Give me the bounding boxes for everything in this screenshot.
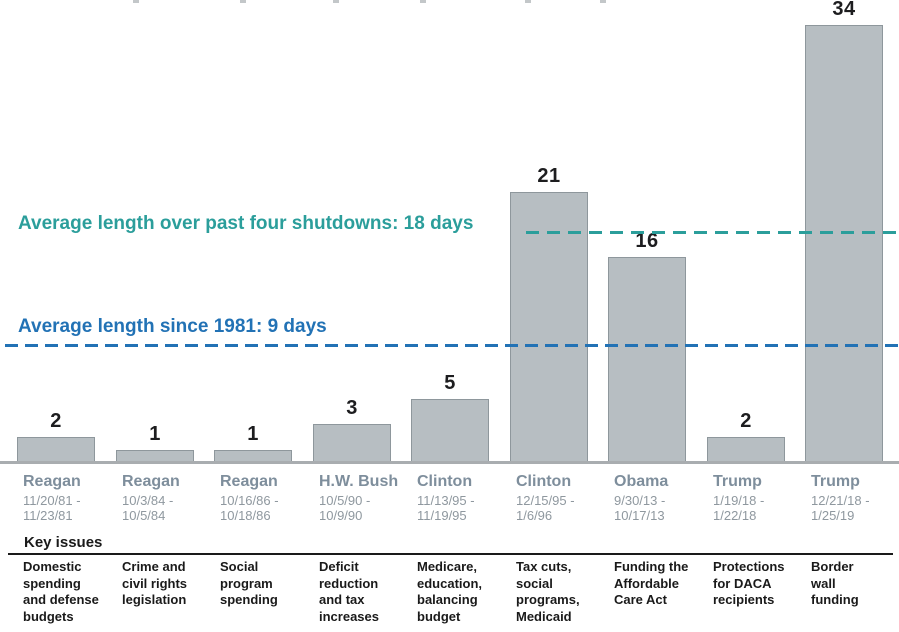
bar-value-label: 5 xyxy=(444,372,456,394)
key-issue-label: Deficit reduction and tax increases xyxy=(319,559,379,624)
axis-label-column: Reagan 11/20/81 - 11/23/81 xyxy=(23,473,117,523)
key-issue-label: Medicare, education, balancing budget xyxy=(417,559,483,624)
president-label: Reagan xyxy=(23,473,81,490)
president-label: Obama xyxy=(614,473,669,490)
key-issue-label: Social program spending xyxy=(220,559,278,607)
axis-label-column: Reagan 10/3/84 - 10/5/84 xyxy=(122,473,216,523)
date-range-label: 10/3/84 - 10/5/84 xyxy=(122,493,174,523)
bar-34-days xyxy=(805,25,883,463)
avg-since-1981-annotation: Average length since 1981: 9 days xyxy=(18,316,327,337)
x-axis-line xyxy=(0,461,899,464)
clipped-title-remnant xyxy=(133,0,139,3)
axis-label-column: Trump 12/21/18 - 1/25/19 xyxy=(811,473,899,523)
key-issue-label: Domestic spending and defense budgets xyxy=(23,559,99,624)
bar-value-label: 1 xyxy=(247,423,259,445)
clipped-title-remnant xyxy=(333,0,339,3)
president-label: H.W. Bush xyxy=(319,473,399,490)
bar-value-label: 21 xyxy=(537,165,561,187)
avg-since-1981-dashed-line xyxy=(5,344,899,347)
bar-2-days xyxy=(17,437,95,463)
clipped-title-remnant xyxy=(600,0,606,3)
date-range-label: 9/30/13 - 10/17/13 xyxy=(614,493,666,523)
date-range-label: 1/19/18 - 1/22/18 xyxy=(713,493,765,523)
president-label: Trump xyxy=(713,473,762,490)
key-issues-divider xyxy=(8,553,893,555)
avg-four-shutdowns-dashed-line xyxy=(526,231,899,234)
key-issue-label: Protections for DACA recipients xyxy=(713,559,785,607)
clipped-title-remnant xyxy=(525,0,531,3)
bar-2-days xyxy=(707,437,785,463)
bar-value-label: 2 xyxy=(740,410,752,432)
axis-label-column: Reagan 10/16/86 - 10/18/86 xyxy=(220,473,314,523)
president-label: Reagan xyxy=(220,473,278,490)
president-label: Reagan xyxy=(122,473,180,490)
bar-3-days xyxy=(313,424,391,463)
bar-5-days xyxy=(411,399,489,463)
key-issue-label: Funding the Affordable Care Act xyxy=(614,559,689,607)
key-issue-label: Border wall funding xyxy=(811,559,859,607)
bar-value-label: 2 xyxy=(50,410,62,432)
date-range-label: 10/16/86 - 10/18/86 xyxy=(220,493,279,523)
president-label: Clinton xyxy=(417,473,473,490)
date-range-label: 11/13/95 - 11/19/95 xyxy=(417,493,475,523)
avg-four-shutdowns-annotation: Average length over past four shutdowns:… xyxy=(18,213,474,234)
bar-16-days xyxy=(608,257,686,463)
axis-label-column: H.W. Bush 10/5/90 - 10/9/90 xyxy=(319,473,413,523)
axis-label-column: Clinton 11/13/95 - 11/19/95 xyxy=(417,473,511,523)
key-issue-label: Crime and civil rights legislation xyxy=(122,559,188,607)
president-label: Clinton xyxy=(516,473,572,490)
bar-value-label: 16 xyxy=(635,230,659,252)
key-issue-label: Tax cuts, social programs, Medicaid xyxy=(516,559,580,624)
date-range-label: 11/20/81 - 11/23/81 xyxy=(23,493,81,523)
date-range-label: 12/21/18 - 1/25/19 xyxy=(811,493,870,523)
clipped-title-remnant xyxy=(240,0,246,3)
bar-value-label: 1 xyxy=(149,423,161,445)
axis-label-column: Clinton 12/15/95 - 1/6/96 xyxy=(516,473,610,523)
key-issues-header: Key issues xyxy=(24,534,103,551)
date-range-label: 12/15/95 - 1/6/96 xyxy=(516,493,575,523)
bar-value-label: 3 xyxy=(346,397,358,419)
date-range-label: 10/5/90 - 10/9/90 xyxy=(319,493,371,523)
bar-value-label: 34 xyxy=(832,0,856,20)
president-label: Trump xyxy=(811,473,860,490)
clipped-title-remnant xyxy=(420,0,426,3)
axis-label-column: Obama 9/30/13 - 10/17/13 xyxy=(614,473,708,523)
axis-label-column: Trump 1/19/18 - 1/22/18 xyxy=(713,473,807,523)
